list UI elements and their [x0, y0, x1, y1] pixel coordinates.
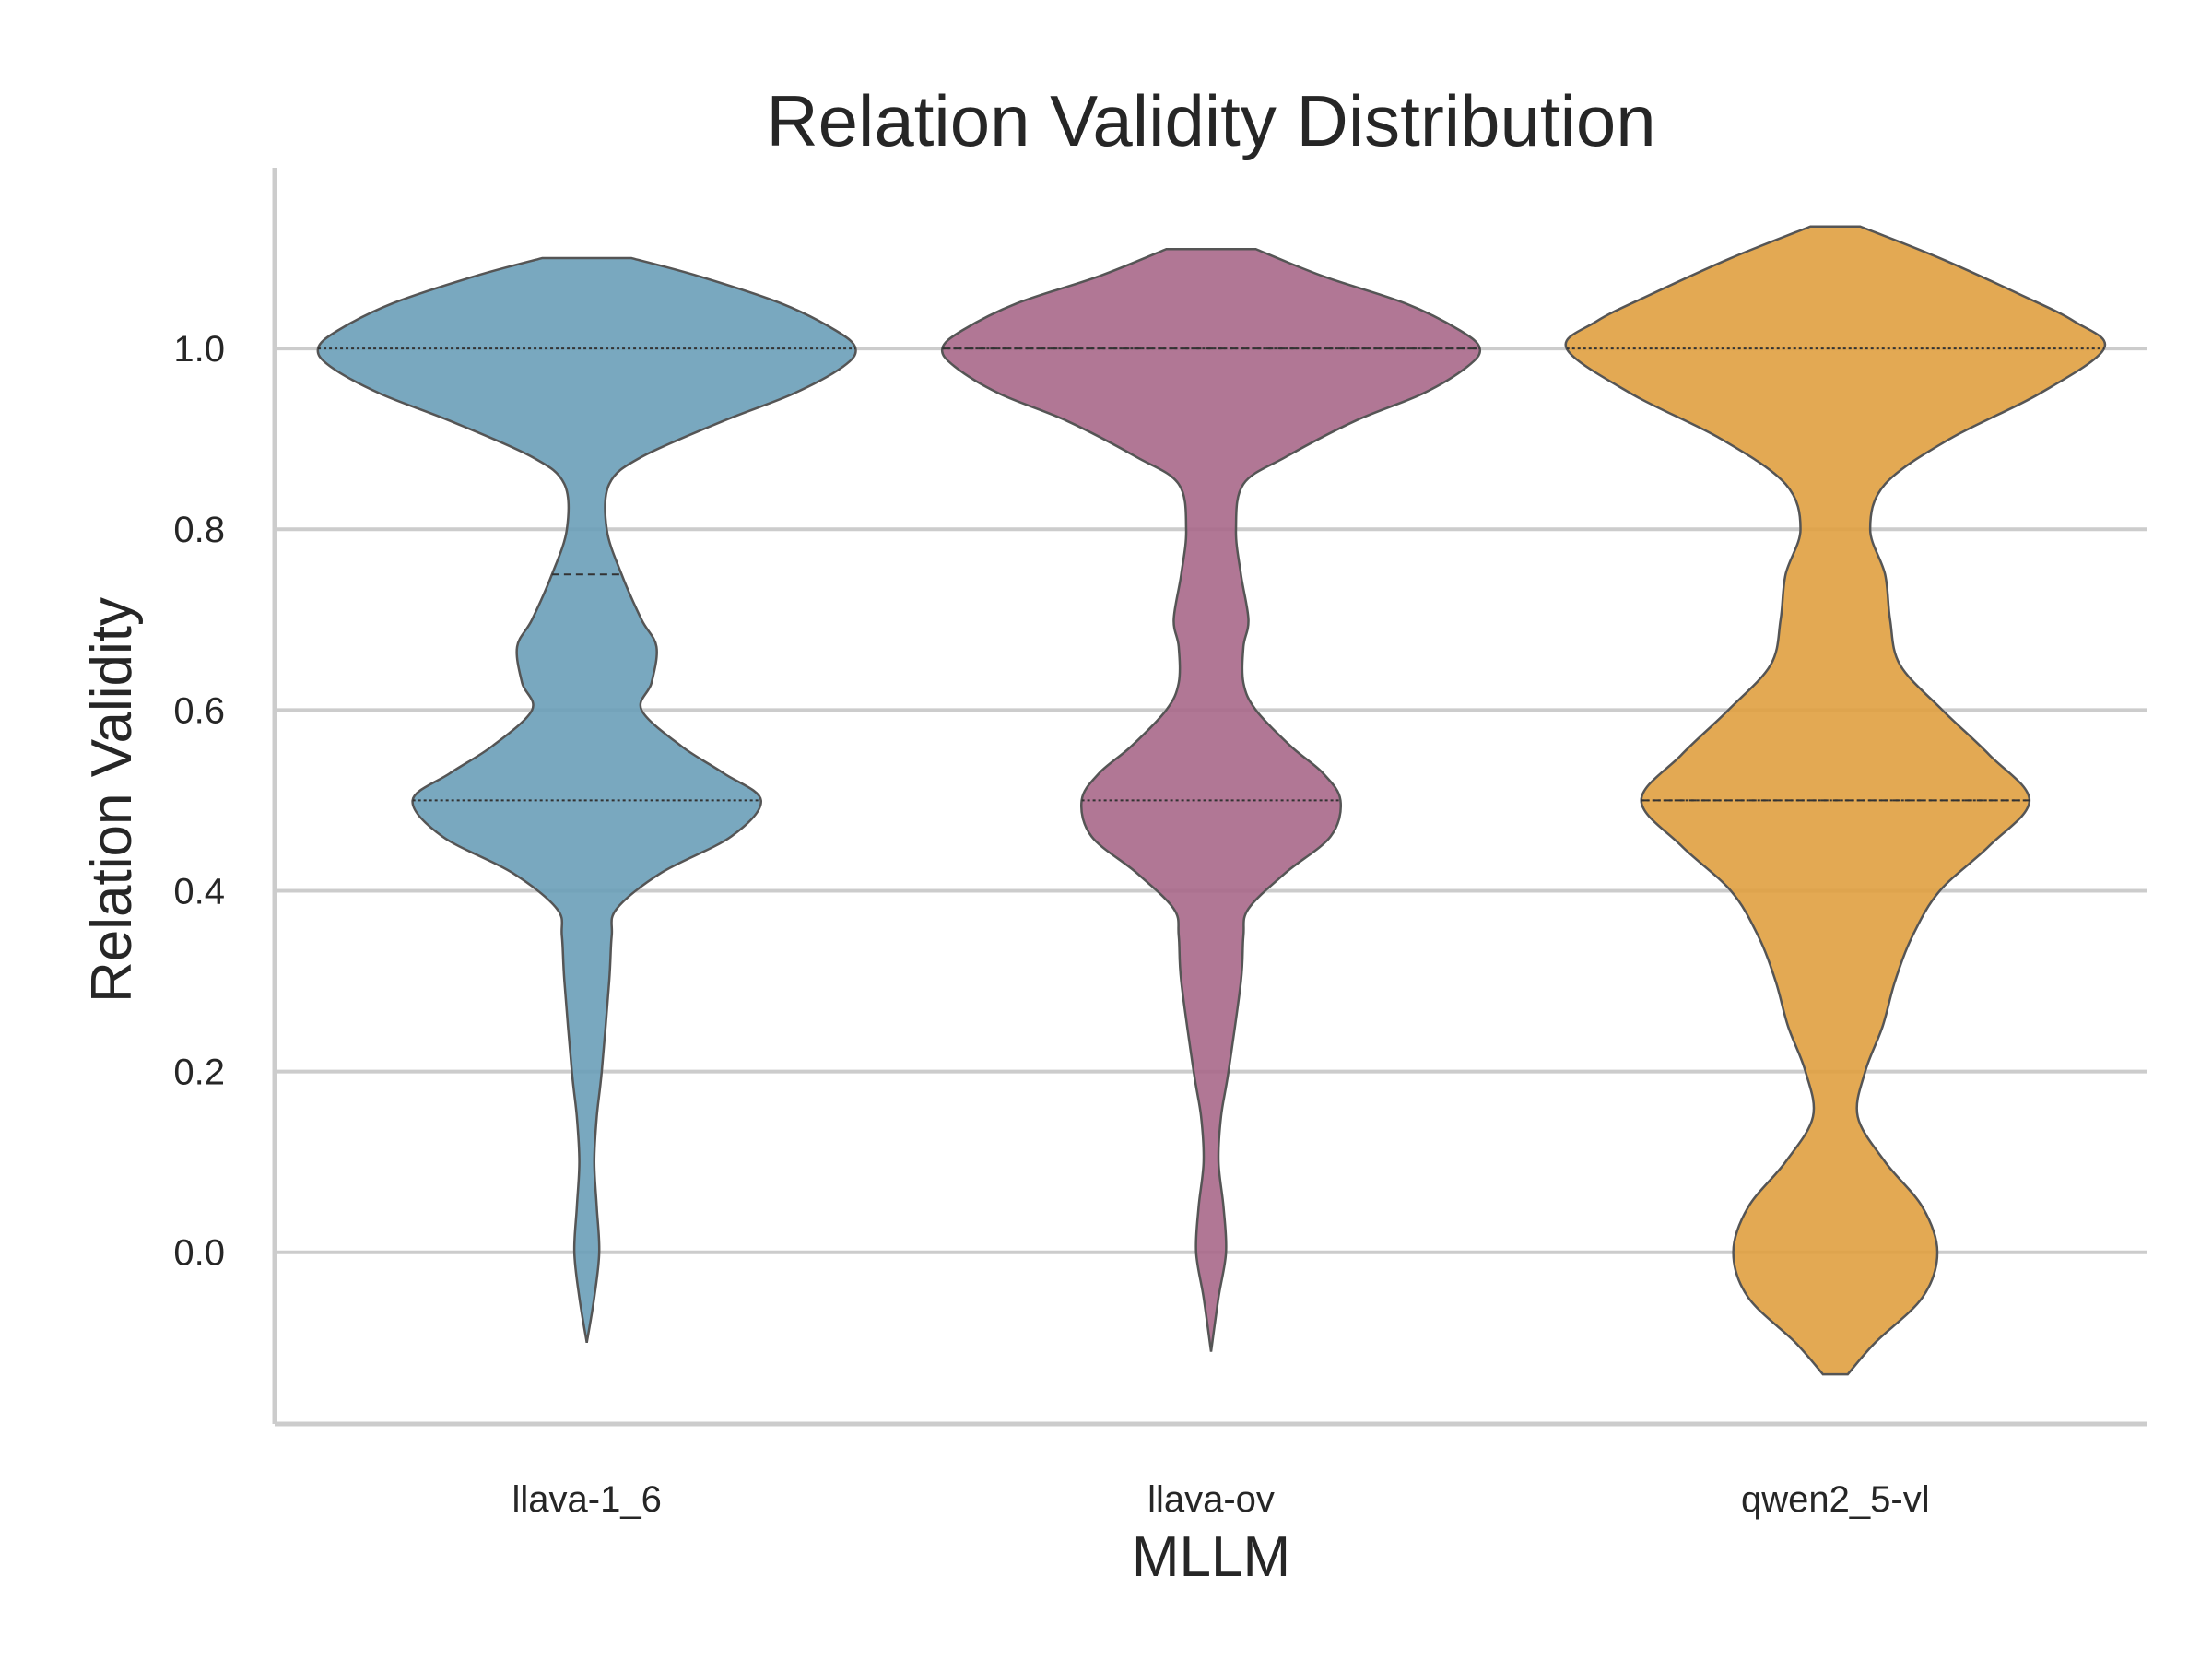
x-tick-labels: llava-1_6 llava-ov qwen2_5-vl	[512, 1479, 1930, 1520]
y-tick-label: 0.4	[173, 871, 225, 912]
chart-title: Relation Validity Distribution	[766, 80, 1655, 161]
x-tick-label: llava-ov	[1147, 1479, 1275, 1520]
x-axis-label: MLLM	[1132, 1525, 1290, 1589]
y-tick-label: 0.2	[173, 1053, 225, 1093]
violin-layer	[316, 225, 2107, 1376]
violin-llava-1_6	[316, 256, 857, 1343]
y-tick-label: 0.0	[173, 1233, 225, 1274]
x-tick-label: llava-1_6	[512, 1479, 662, 1520]
y-tick-label: 0.6	[173, 690, 225, 731]
axes-layer	[272, 168, 2147, 1427]
y-tick-label: 1.0	[173, 329, 225, 370]
y-tick-label: 0.8	[173, 510, 225, 550]
y-tick-labels: 0.0 0.2 0.4 0.6 0.8 1.0	[173, 329, 225, 1274]
y-axis-label: Relation Validity	[80, 597, 144, 1003]
x-tick-label: qwen2_5-vl	[1741, 1479, 1930, 1520]
